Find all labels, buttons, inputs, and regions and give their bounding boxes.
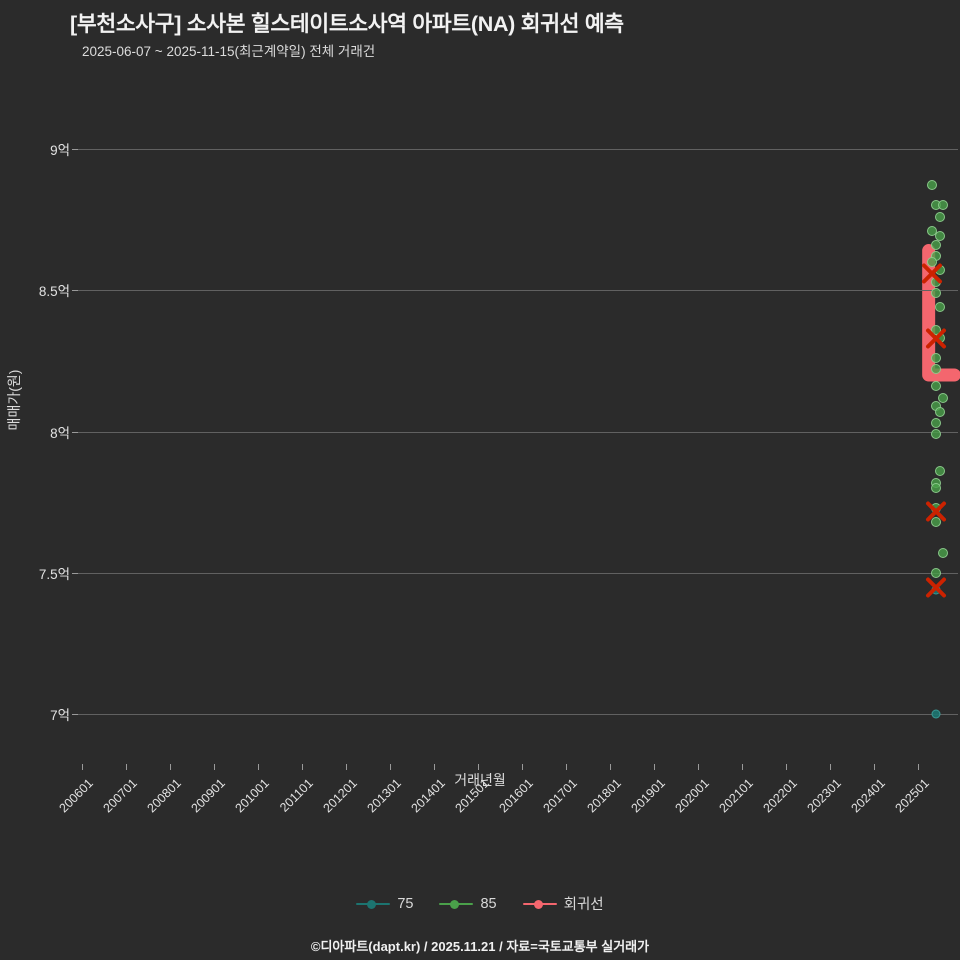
data-point-85 — [938, 200, 949, 211]
data-point-85 — [931, 276, 941, 287]
legend-item-85[interactable]: 85 — [439, 895, 497, 912]
footer-credit: ©디아파트(dapt.kr) / 2025.11.21 / 자료=국토교통부 실… — [310, 939, 650, 954]
legend-marker-icon — [356, 897, 391, 911]
y-tick-mark — [72, 431, 78, 433]
data-point-85 — [938, 392, 949, 403]
x-tick-mark — [477, 764, 479, 770]
legend-marker-icon — [522, 897, 557, 911]
data-point-85 — [931, 502, 941, 513]
data-point-85 — [931, 381, 941, 392]
y-tick-mark — [72, 573, 78, 575]
chart-subtitle: 2025-06-07 ~ 2025-11-15(최근계약일) 전체 거래건 — [82, 44, 376, 59]
x-tick-mark — [741, 764, 743, 770]
regression-line — [922, 244, 960, 382]
y-tick-label: 8.5억 — [38, 284, 70, 300]
x-tick-mark — [697, 764, 699, 770]
y-gridline — [78, 573, 958, 575]
x-tick-mark — [81, 764, 83, 770]
chart-legend: 75 85 회귀선 — [0, 893, 960, 914]
x-tick-mark — [301, 764, 303, 770]
x-tick-mark — [653, 764, 655, 770]
y-gridline — [78, 431, 958, 433]
data-point-85 — [927, 180, 938, 191]
x-tick-mark — [785, 764, 787, 770]
legend-label: 75 — [397, 895, 414, 912]
data-point-85 — [934, 333, 945, 344]
data-point-85 — [931, 364, 941, 375]
x-tick-mark — [521, 764, 523, 770]
data-point-85 — [931, 418, 941, 429]
data-point-85 — [931, 429, 941, 440]
data-point-85 — [934, 302, 945, 313]
data-point-85 — [931, 517, 941, 528]
data-point-85 — [931, 287, 941, 298]
data-point-85 — [931, 353, 941, 364]
data-point-85 — [931, 483, 941, 494]
y-gridline — [78, 148, 958, 150]
y-tick-label: 8억 — [50, 425, 70, 441]
legend-item-75[interactable]: 75 — [356, 896, 413, 912]
data-point-85 — [934, 211, 945, 222]
legend-marker-icon — [439, 897, 474, 911]
data-point-85 — [934, 406, 945, 417]
x-tick-mark — [389, 764, 391, 770]
y-axis-title: 매매가(원) — [6, 369, 22, 431]
y-axis: 9억 8.5억 8억 7.5억 7억 — [0, 78, 70, 764]
y-gridline — [78, 714, 958, 716]
y-tick-label: 7.5억 — [38, 567, 70, 583]
plot-area — [72, 78, 960, 764]
x-tick-mark — [125, 764, 127, 770]
chart-title: [부천소사구] 소사본 힐스테이트소사역 아파트(NA) 회귀선 예측 — [70, 12, 624, 36]
data-point-75 — [931, 585, 941, 595]
data-point-75 — [931, 709, 941, 719]
x-axis-title: 거래년월 — [454, 772, 506, 788]
x-tick-mark — [917, 764, 919, 770]
x-tick-mark — [609, 764, 611, 770]
x-tick-mark — [213, 764, 215, 770]
y-tick-mark — [72, 148, 78, 150]
data-point-85 — [934, 265, 945, 276]
x-tick-mark — [257, 764, 259, 770]
regression-polyline — [922, 244, 960, 382]
y-tick-mark — [72, 290, 78, 292]
y-tick-label: 9억 — [50, 142, 70, 158]
y-gridline — [78, 290, 958, 292]
x-tick-mark — [433, 764, 435, 770]
legend-item-회귀선[interactable]: 회귀선 — [522, 893, 604, 914]
legend-label: 85 — [480, 895, 497, 912]
x-axis: 200601 200701 200801 200901 201001 201101 2012… — [56, 764, 958, 864]
x-tick-mark — [345, 764, 347, 770]
data-point-85 — [931, 568, 941, 579]
x-tick-mark — [565, 764, 567, 770]
data-point-85 — [934, 231, 945, 242]
legend-label: 회귀선 — [563, 897, 604, 913]
x-tick-mark — [873, 764, 875, 770]
data-point-85 — [934, 466, 945, 477]
x-tick-mark — [169, 764, 171, 770]
data-point-85 — [938, 548, 949, 559]
y-tick-mark — [72, 714, 78, 716]
x-tick-mark — [829, 764, 831, 770]
data-point-85 — [927, 225, 938, 236]
y-tick-label: 7억 — [50, 708, 70, 724]
